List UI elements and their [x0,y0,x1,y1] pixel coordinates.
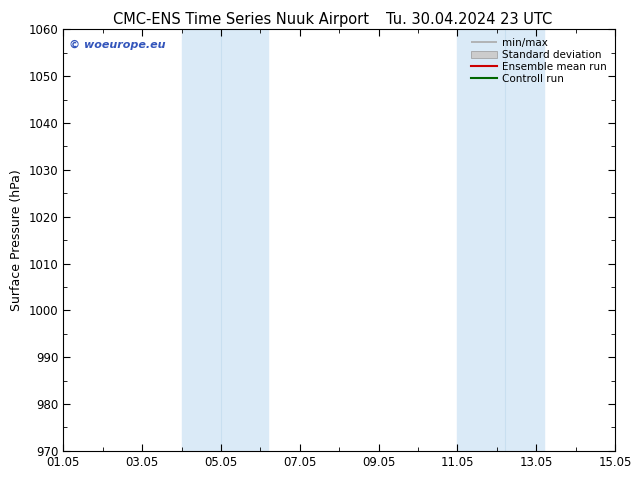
Text: © woeurope.eu: © woeurope.eu [69,40,165,50]
Text: CMC-ENS Time Series Nuuk Airport: CMC-ENS Time Series Nuuk Airport [113,12,369,27]
Bar [181,29,268,451]
Y-axis label: Surface Pressure (hPa): Surface Pressure (hPa) [10,169,23,311]
Legend: min/max, Standard deviation, Ensemble mean run, Controll run: min/max, Standard deviation, Ensemble me… [467,35,610,87]
Bar [457,29,544,451]
Text: Tu. 30.04.2024 23 UTC: Tu. 30.04.2024 23 UTC [386,12,552,27]
